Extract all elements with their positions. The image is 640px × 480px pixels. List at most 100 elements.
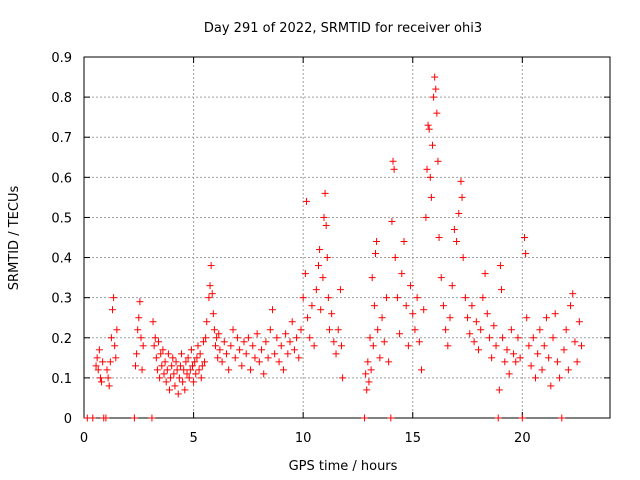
data-point — [167, 374, 175, 382]
data-point — [297, 326, 305, 334]
data-point — [201, 358, 209, 366]
axis-ticks: 0 0.1 0.2 0.3 0.4 0.5 0.6 0.7 0.8 0.9 0 5 10 15 20 — [51, 51, 610, 446]
data-point — [212, 342, 219, 350]
y-axis-label: SRMTID / TECUs — [7, 186, 22, 291]
data-point — [174, 390, 182, 398]
data-point — [103, 366, 111, 374]
data-point — [322, 221, 330, 229]
data-point — [523, 314, 531, 322]
data-point — [382, 294, 390, 302]
data-point — [499, 334, 507, 342]
data-point — [227, 342, 235, 350]
data-point — [240, 338, 248, 346]
data-point — [134, 326, 142, 334]
data-point — [400, 238, 408, 246]
data-point — [279, 366, 287, 374]
data-point — [553, 358, 561, 366]
data-point — [396, 330, 404, 338]
data-point — [435, 234, 443, 241]
data-point — [369, 342, 377, 350]
data-point — [260, 370, 268, 378]
data-point — [288, 318, 296, 326]
data-point — [178, 350, 186, 358]
data-point — [448, 282, 456, 290]
data-point — [425, 125, 433, 133]
x-axis-label: GPS time / hours — [289, 459, 398, 474]
data-point — [370, 302, 378, 310]
data-point — [407, 282, 415, 290]
data-point — [137, 334, 145, 342]
data-point — [315, 262, 323, 270]
data-point — [229, 326, 237, 334]
data-point — [527, 362, 535, 370]
y-tick-label: 0.6 — [51, 171, 72, 186]
data-point — [205, 294, 213, 302]
data-point — [214, 354, 222, 362]
data-point — [249, 342, 257, 350]
data-point — [112, 354, 120, 362]
data-point — [423, 165, 431, 173]
data-point — [268, 306, 276, 314]
data-point — [434, 157, 442, 165]
data-point — [374, 326, 382, 334]
data-point — [216, 346, 224, 354]
data-point — [157, 350, 165, 358]
data-point — [317, 306, 325, 314]
data-point — [284, 350, 292, 358]
y-tick-label: 0.3 — [51, 292, 72, 307]
data-point — [95, 346, 103, 354]
data-point — [108, 306, 116, 314]
data-point — [236, 346, 244, 354]
y-tick-label: 0.7 — [51, 131, 72, 146]
data-point — [496, 262, 504, 270]
data-point — [218, 358, 226, 366]
data-point — [422, 213, 430, 221]
data-point — [321, 189, 329, 197]
data-point — [271, 350, 279, 358]
data-point — [430, 93, 438, 101]
data-point — [133, 350, 141, 358]
data-point — [98, 378, 106, 386]
data-point — [183, 370, 191, 378]
data-point — [560, 346, 568, 354]
data-point — [93, 354, 101, 362]
x-tick-label: 15 — [404, 431, 421, 446]
data-point — [180, 366, 188, 374]
data-point — [164, 350, 172, 358]
data-point — [361, 414, 369, 422]
data-point — [306, 334, 314, 342]
data-point — [338, 342, 346, 350]
data-point — [202, 334, 210, 342]
data-point — [525, 342, 533, 350]
data-point — [277, 342, 285, 350]
data-point — [198, 362, 206, 370]
data-point — [173, 366, 181, 374]
data-point — [371, 250, 379, 258]
data-point — [564, 366, 572, 374]
data-point — [569, 290, 577, 298]
data-point — [477, 326, 485, 334]
y-tick-label: 0.1 — [51, 372, 72, 387]
data-point — [282, 330, 290, 338]
data-point — [332, 350, 340, 358]
data-point — [368, 274, 376, 282]
data-point — [522, 250, 530, 258]
data-point — [139, 342, 147, 350]
data-point — [475, 346, 482, 354]
data-point — [135, 314, 143, 322]
data-point — [481, 270, 489, 278]
data-point — [409, 310, 417, 318]
data-point — [193, 354, 201, 362]
data-point — [176, 362, 184, 370]
data-point — [293, 334, 301, 342]
data-point — [391, 254, 399, 262]
data-point — [507, 326, 515, 334]
data-point — [171, 382, 179, 390]
data-point — [153, 366, 161, 374]
data-point — [529, 334, 537, 342]
data-points — [83, 73, 586, 422]
data-point — [483, 310, 491, 318]
data-point — [538, 366, 546, 374]
data-point — [330, 338, 338, 346]
